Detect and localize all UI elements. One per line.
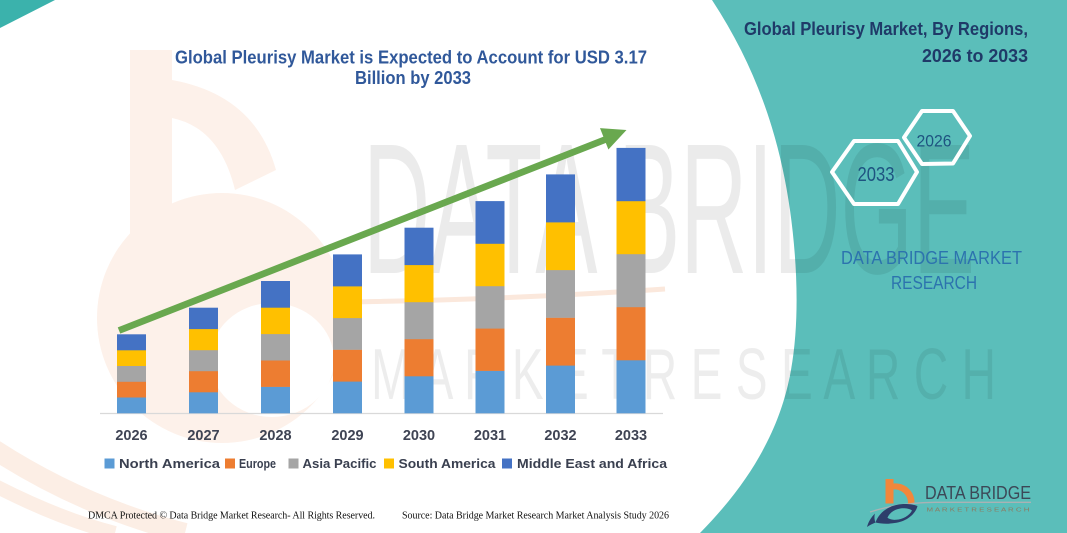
svg-text:2026 to 2033: 2026 to 2033 — [922, 46, 1028, 66]
svg-text:DATA BRIDGE: DATA BRIDGE — [363, 105, 975, 313]
svg-text:South America: South America — [399, 456, 497, 471]
svg-text:2026: 2026 — [917, 132, 952, 151]
svg-text:2028: 2028 — [259, 428, 291, 444]
svg-text:Global Pleurisy Market, By Reg: Global Pleurisy Market, By Regions, — [744, 19, 1028, 39]
svg-text:2032: 2032 — [544, 428, 576, 444]
svg-text:M A R K E T R E S E A R C H: M A R K E T R E S E A R C H — [927, 508, 1030, 514]
svg-text:2027: 2027 — [187, 428, 219, 444]
svg-text:Middle East and Africa: Middle East and Africa — [517, 456, 668, 471]
svg-text:RESEARCH: RESEARCH — [891, 273, 977, 293]
svg-text:Europe: Europe — [239, 456, 276, 471]
svg-text:DATA BRIDGE MARKET: DATA BRIDGE MARKET — [841, 248, 1022, 268]
svg-text:DMCA Protected © Data Bridge M: DMCA Protected © Data Bridge Market Rese… — [88, 511, 375, 522]
svg-text:2029: 2029 — [331, 428, 363, 444]
svg-text:Billion by 2033: Billion by 2033 — [355, 68, 471, 88]
svg-text:2033: 2033 — [615, 428, 647, 444]
svg-text:2033: 2033 — [858, 164, 895, 186]
svg-text:Asia Pacific: Asia Pacific — [303, 456, 377, 471]
svg-text:M A R K E T R E S E A R C H: M A R K E T R E S E A R C H — [371, 334, 996, 414]
svg-text:2031: 2031 — [474, 428, 506, 444]
svg-text:Global Pleurisy Market is Expe: Global Pleurisy Market is Expected to Ac… — [175, 48, 647, 68]
svg-text:North America: North America — [119, 456, 221, 471]
svg-text:Source: Data Bridge Market Res: Source: Data Bridge Market Research Mark… — [402, 511, 669, 522]
svg-text:DATA BRIDGE: DATA BRIDGE — [925, 483, 1031, 503]
svg-text:2026: 2026 — [115, 428, 147, 444]
svg-text:2030: 2030 — [403, 428, 435, 444]
